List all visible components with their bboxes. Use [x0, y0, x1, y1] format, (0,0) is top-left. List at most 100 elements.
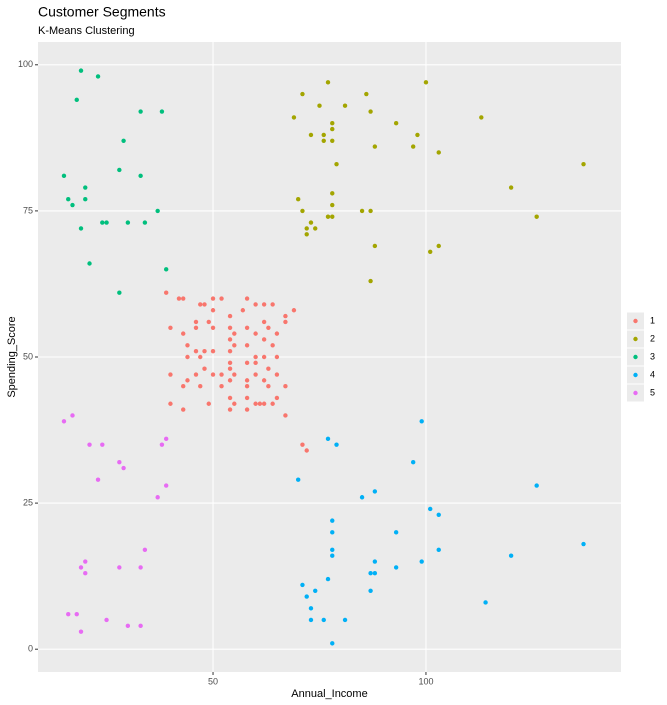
- point: [70, 413, 75, 418]
- legend-marker: [633, 318, 638, 324]
- point: [342, 103, 348, 108]
- point: [368, 278, 373, 284]
- point: [261, 302, 267, 307]
- point: [121, 465, 126, 471]
- point: [193, 319, 199, 325]
- point: [581, 161, 586, 167]
- point: [232, 372, 237, 377]
- point: [227, 366, 233, 371]
- point: [121, 138, 126, 143]
- point: [479, 115, 484, 120]
- point: [168, 325, 173, 330]
- point: [210, 348, 216, 354]
- point: [342, 617, 348, 623]
- point: [334, 161, 339, 167]
- legend-label: 5: [650, 387, 655, 397]
- point: [74, 97, 79, 103]
- point: [308, 220, 314, 225]
- point: [181, 407, 186, 412]
- point: [253, 372, 258, 377]
- legend-marker: [633, 372, 638, 378]
- point: [78, 565, 84, 570]
- chart-subtitle: K-Means Clustering: [38, 25, 135, 37]
- point: [325, 576, 331, 582]
- point: [253, 302, 258, 307]
- point: [227, 325, 233, 330]
- point: [210, 296, 216, 301]
- point: [83, 197, 88, 202]
- point: [325, 80, 331, 85]
- chart-title: Customer Segments: [38, 4, 166, 20]
- point: [227, 378, 233, 383]
- point: [334, 442, 339, 447]
- point: [257, 401, 263, 406]
- point: [321, 132, 326, 138]
- point: [368, 208, 373, 214]
- point: [206, 401, 211, 406]
- point: [291, 115, 297, 120]
- legend-marker: [633, 354, 638, 360]
- point: [142, 220, 148, 225]
- point: [117, 459, 122, 465]
- point: [185, 354, 190, 360]
- point: [300, 442, 305, 447]
- y-tick-label: 0: [28, 644, 33, 654]
- point: [368, 588, 373, 593]
- point: [253, 360, 258, 366]
- point: [330, 530, 335, 535]
- point: [155, 208, 160, 214]
- point: [436, 243, 441, 249]
- legend-label: 1: [650, 315, 655, 325]
- point: [330, 214, 335, 219]
- point: [359, 208, 365, 214]
- point: [185, 343, 190, 348]
- point: [163, 267, 169, 272]
- point: [368, 109, 373, 114]
- point: [304, 448, 309, 453]
- point: [163, 436, 169, 442]
- point: [308, 606, 314, 611]
- point: [227, 313, 233, 319]
- point: [308, 132, 314, 138]
- y-axis-label: Spending_Score: [6, 316, 18, 397]
- x-tick-label: 100: [418, 676, 433, 686]
- point: [330, 553, 335, 558]
- point: [74, 611, 79, 617]
- point: [206, 319, 211, 325]
- point: [304, 232, 309, 237]
- point: [244, 384, 250, 389]
- point: [61, 173, 67, 179]
- point: [274, 372, 280, 377]
- point: [227, 395, 233, 401]
- point: [436, 150, 441, 155]
- point: [244, 395, 250, 401]
- legend-label: 2: [650, 333, 655, 343]
- point: [534, 214, 539, 219]
- point: [330, 518, 335, 523]
- point: [138, 623, 143, 629]
- point: [266, 325, 271, 330]
- point: [330, 202, 335, 208]
- point: [372, 489, 378, 494]
- point: [295, 477, 301, 482]
- point: [330, 126, 335, 132]
- point: [198, 302, 203, 307]
- point: [428, 249, 433, 255]
- point: [210, 325, 216, 330]
- point: [419, 559, 424, 564]
- point: [313, 588, 318, 593]
- point: [393, 121, 399, 126]
- point: [155, 495, 160, 500]
- point: [419, 419, 424, 424]
- point: [244, 343, 250, 348]
- point: [159, 109, 165, 114]
- point: [283, 413, 288, 418]
- point: [244, 378, 250, 383]
- point: [364, 91, 369, 97]
- point: [87, 442, 92, 447]
- point: [232, 343, 237, 348]
- point: [330, 191, 335, 196]
- point: [410, 459, 416, 465]
- point: [70, 202, 75, 208]
